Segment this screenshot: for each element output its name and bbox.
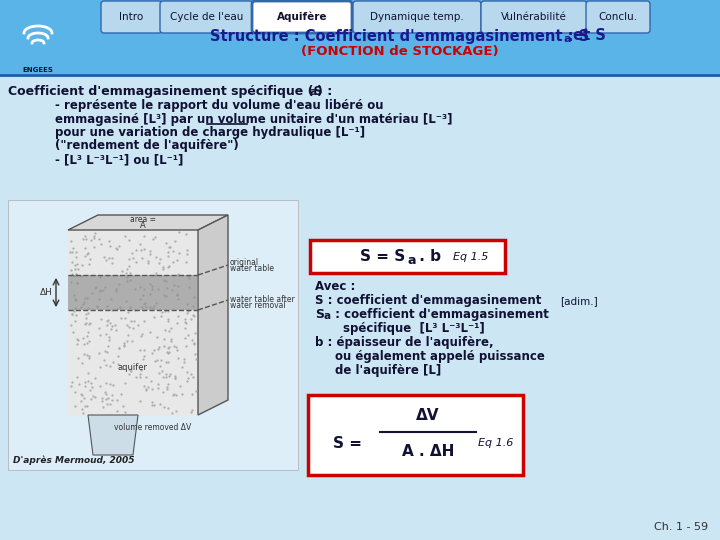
Text: emmagasiné [L³] par un volume unitaire d'un matériau [L⁻³]: emmagasiné [L³] par un volume unitaire d… xyxy=(55,112,452,125)
Text: water removal: water removal xyxy=(230,301,286,310)
Text: b : épaisseur de l'aquifère,: b : épaisseur de l'aquifère, xyxy=(315,336,494,349)
Text: . b: . b xyxy=(414,249,441,264)
Polygon shape xyxy=(68,215,228,230)
Text: volume removed ΔV: volume removed ΔV xyxy=(114,423,192,432)
Bar xyxy=(68,275,198,310)
Text: Eq 1.5: Eq 1.5 xyxy=(453,252,488,261)
Text: Cycle de l'eau: Cycle de l'eau xyxy=(170,12,243,22)
Text: Conclu.: Conclu. xyxy=(598,12,638,22)
Text: A: A xyxy=(140,221,146,230)
Text: ou également appelé puissance: ou également appelé puissance xyxy=(335,350,545,363)
Text: Eq 1.6: Eq 1.6 xyxy=(478,438,513,448)
Text: - [L³ L⁻³L⁻¹] ou [L⁻¹]: - [L³ L⁻³L⁻¹] ou [L⁻¹] xyxy=(55,153,184,166)
Text: S: S xyxy=(315,308,324,321)
Text: ) :: ) : xyxy=(317,85,332,98)
Text: spécifique  [L³ L⁻³L⁻¹]: spécifique [L³ L⁻³L⁻¹] xyxy=(343,322,485,335)
Text: a: a xyxy=(324,311,331,321)
Text: original: original xyxy=(230,258,259,267)
Text: Vulnérabilité: Vulnérabilité xyxy=(501,12,567,22)
Text: aquifer: aquifer xyxy=(118,363,148,372)
Text: area =: area = xyxy=(130,215,156,224)
Text: S : coefficient d'emmagasinement: S : coefficient d'emmagasinement xyxy=(315,294,541,307)
Polygon shape xyxy=(198,215,228,415)
Text: S = S: S = S xyxy=(360,249,405,264)
Text: Intro: Intro xyxy=(120,12,143,22)
Bar xyxy=(0,75,720,540)
Text: Avec :: Avec : xyxy=(315,280,356,293)
Text: S =: S = xyxy=(333,435,362,450)
Bar xyxy=(8,200,298,470)
Text: water table: water table xyxy=(230,264,274,273)
Text: D'après Mermoud, 2005: D'après Mermoud, 2005 xyxy=(13,456,135,465)
Text: water table after: water table after xyxy=(230,295,294,304)
FancyBboxPatch shape xyxy=(481,1,587,33)
Text: : coefficient d'emmagasinement: : coefficient d'emmagasinement xyxy=(331,308,549,321)
Text: ("rendement de l'aquifère"): ("rendement de l'aquifère") xyxy=(55,139,239,152)
FancyBboxPatch shape xyxy=(101,1,162,33)
Text: Structure : Coefficient d'emmagasinement : S: Structure : Coefficient d'emmagasinement… xyxy=(210,29,590,44)
FancyBboxPatch shape xyxy=(252,1,352,33)
Bar xyxy=(0,0,720,75)
FancyBboxPatch shape xyxy=(586,1,650,33)
FancyBboxPatch shape xyxy=(160,1,253,33)
Text: A . ΔH: A . ΔH xyxy=(402,444,454,460)
Text: pour une variation de charge hydraulique [L⁻¹]: pour une variation de charge hydraulique… xyxy=(55,126,365,139)
Bar xyxy=(310,240,505,273)
Text: ΔV: ΔV xyxy=(416,408,440,422)
Text: ENGEES: ENGEES xyxy=(22,67,53,73)
Text: a: a xyxy=(407,254,415,267)
Text: ΔH: ΔH xyxy=(40,288,53,297)
Bar xyxy=(308,395,523,475)
Text: a: a xyxy=(310,87,317,97)
Text: (FONCTION de STOCKAGE): (FONCTION de STOCKAGE) xyxy=(301,45,499,58)
Text: Dynamique temp.: Dynamique temp. xyxy=(370,12,464,22)
Text: [adim.]: [adim.] xyxy=(560,296,598,306)
Text: de l'aquifère [L]: de l'aquifère [L] xyxy=(335,364,441,377)
Polygon shape xyxy=(88,415,138,455)
Bar xyxy=(68,230,198,415)
FancyBboxPatch shape xyxy=(353,1,481,33)
Text: Ch. 1 - 59: Ch. 1 - 59 xyxy=(654,522,708,532)
Bar xyxy=(8,200,298,470)
Text: a: a xyxy=(563,34,570,44)
Text: - représente le rapport du volume d'eau libéré ou: - représente le rapport du volume d'eau … xyxy=(55,99,384,112)
Text: Coefficient d'emmagasinement spécifique (S: Coefficient d'emmagasinement spécifique … xyxy=(8,85,323,98)
Text: Aquifère: Aquifère xyxy=(276,12,328,22)
Text: et S: et S xyxy=(568,29,606,44)
